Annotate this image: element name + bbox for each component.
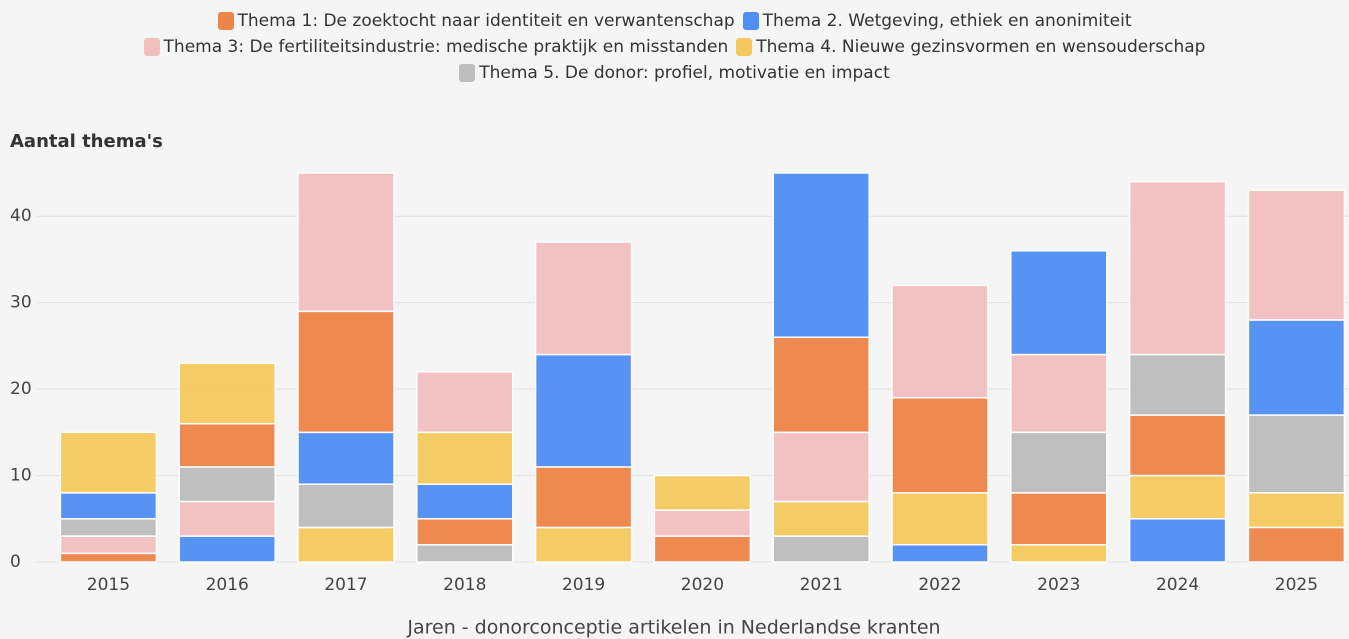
bar-segment	[534, 353, 633, 468]
bar-segment	[534, 241, 633, 356]
x-tick-label: 2019	[562, 575, 605, 595]
legend-swatch	[217, 12, 234, 30]
bar-segment	[1010, 543, 1108, 563]
bar-segment	[1128, 180, 1227, 356]
bar-segment	[178, 535, 276, 563]
bar-segment	[1010, 431, 1108, 494]
bar-segment	[772, 431, 870, 503]
bar-segment	[297, 431, 395, 485]
bar-segment	[297, 172, 395, 313]
legend-row: Thema 3: De fertiliteitsindustrie: medis…	[0, 34, 1349, 60]
legend-swatch	[736, 38, 753, 56]
x-tick-label: 2015	[87, 575, 130, 595]
bar-segment	[1010, 492, 1108, 546]
bar-segment	[891, 284, 989, 399]
legend-item: Thema 5. De donor: profiel, motivatie en…	[459, 60, 890, 86]
y-axis-title: Aantal thema's	[10, 131, 163, 152]
bar-segment	[1247, 526, 1346, 563]
y-tick-label: 30	[10, 293, 32, 313]
x-tick-label: 2016	[206, 575, 249, 595]
legend-item: Thema 4. Nieuwe gezinsvormen en wensoude…	[736, 34, 1205, 60]
x-tick-label: 2021	[800, 575, 843, 595]
bar-segment	[1010, 353, 1108, 434]
bar-segment	[416, 431, 514, 485]
bar-segment	[891, 543, 989, 563]
x-tick-label: 2024	[1156, 575, 1199, 595]
x-tick-label: 2023	[1037, 575, 1080, 595]
legend-label: Thema 1: De zoektocht naar identiteit en…	[237, 11, 735, 31]
bar-segment	[1247, 492, 1346, 529]
bar-segment	[891, 397, 989, 494]
x-tick-label: 2025	[1275, 575, 1318, 595]
legend-row: Thema 5. De donor: profiel, motivatie en…	[0, 60, 1349, 86]
bar-segment	[59, 492, 158, 520]
x-axis-title: Jaren - donorconceptie artikelen in Nede…	[406, 617, 940, 639]
bar-segment	[772, 500, 870, 537]
bar-segment	[772, 535, 870, 563]
bar-segment	[59, 431, 158, 494]
bar-segment	[772, 172, 870, 338]
legend-label: Thema 3: De fertiliteitsindustrie: medis…	[163, 37, 729, 57]
bar-segment	[1247, 414, 1346, 494]
y-tick-label: 20	[10, 379, 32, 399]
legend-label: Thema 4. Nieuwe gezinsvormen en wensoude…	[756, 37, 1206, 57]
legend-item: Thema 2. Wetgeving, ethiek en anonimitei…	[742, 8, 1132, 34]
bar-segment	[1128, 353, 1227, 416]
bar-segment	[297, 310, 395, 434]
bar-segment	[891, 492, 989, 546]
x-tick-label: 2017	[324, 575, 367, 595]
y-tick-label: 0	[10, 552, 21, 572]
x-tick-label: 2020	[681, 575, 724, 595]
bar-segment	[534, 466, 633, 529]
bar-segment	[653, 509, 752, 537]
bar-segment	[178, 422, 276, 468]
bar-segment	[59, 535, 158, 555]
legend-label: Thema 5. De donor: profiel, motivatie en…	[479, 63, 890, 83]
legend-swatch	[742, 12, 759, 30]
x-tick-label: 2018	[443, 575, 486, 595]
y-tick-label: 10	[10, 466, 32, 486]
bar-segment	[178, 500, 276, 537]
bar-segment	[59, 518, 158, 537]
x-tick-label: 2022	[918, 575, 961, 595]
bar-segment	[1128, 474, 1227, 520]
bar-segment	[59, 552, 158, 563]
bar-segment	[416, 483, 514, 520]
legend-row: Thema 1: De zoektocht naar identiteit en…	[0, 8, 1349, 34]
bar-segment	[653, 535, 752, 563]
bar-segment	[772, 336, 870, 434]
legend-label: Thema 2. Wetgeving, ethiek en anonimitei…	[762, 11, 1132, 31]
bar-segment	[416, 371, 514, 434]
bar-segment	[653, 474, 752, 511]
bar-segment	[1247, 319, 1346, 416]
bar-segment	[1128, 414, 1227, 477]
y-tick-label: 40	[10, 206, 32, 226]
bar-segment	[297, 483, 395, 529]
bar-segment	[1247, 189, 1346, 321]
bar-segment	[178, 466, 276, 503]
legend-swatch	[143, 38, 160, 56]
bar-segment	[1128, 518, 1227, 563]
bar-segment	[534, 526, 633, 563]
bar-segment	[1010, 250, 1108, 356]
bar-segment	[297, 526, 395, 563]
bar-segment	[416, 543, 514, 563]
legend-swatch	[459, 64, 476, 82]
legend-item: Thema 3: De fertiliteitsindustrie: medis…	[143, 34, 729, 60]
legend-item: Thema 1: De zoektocht naar identiteit en…	[217, 8, 735, 34]
bar-segment	[416, 518, 514, 546]
bar-segment	[178, 362, 276, 425]
legend: Thema 1: De zoektocht naar identiteit en…	[0, 8, 1349, 86]
